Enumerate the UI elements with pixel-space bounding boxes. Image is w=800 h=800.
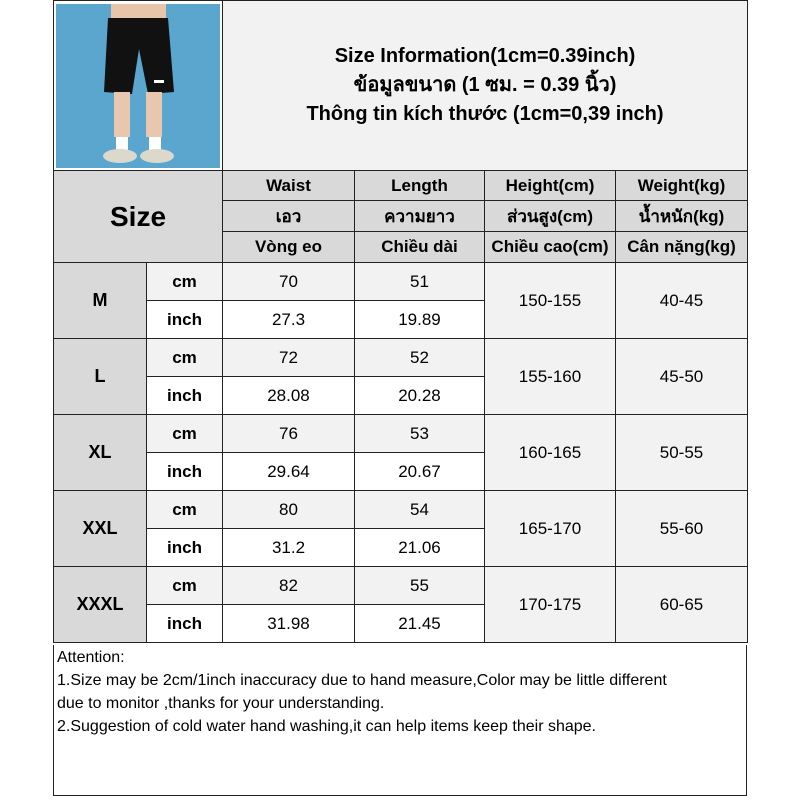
header-length: Length — [354, 170, 485, 201]
length-inch: 20.67 — [354, 452, 485, 491]
size-label: XXXL — [53, 566, 147, 643]
unit-cm: cm — [146, 338, 223, 377]
weight-range: 45-50 — [614, 338, 749, 415]
size-row-cm: XXXL cm 82 55 170-175 60-65 — [53, 566, 749, 643]
length-inch: 21.45 — [354, 604, 485, 643]
title-english: Size Information(1cm=0.39inch) — [334, 45, 636, 67]
size-row-cm: XXL cm 80 54 165-170 55-60 — [53, 490, 749, 567]
header-height-thai: ส่วนสูง(cm) — [484, 200, 616, 232]
unit-cm: cm — [146, 414, 223, 453]
waist-cm: 70 — [222, 262, 355, 301]
size-label: M — [53, 262, 147, 339]
size-row-inch: inch 31.98 21.45 — [54, 604, 748, 643]
size-row-cm: XL cm 76 53 160-165 50-55 — [53, 414, 749, 491]
waist-cm: 82 — [222, 566, 355, 605]
size-row-inch: inch 27.3 19.89 — [54, 300, 748, 339]
header-waist-vi: Vòng eo — [222, 231, 355, 263]
waist-cm: 80 — [222, 490, 355, 529]
height-range: 165-170 — [484, 490, 616, 567]
height-range: 155-160 — [484, 338, 616, 415]
size-chart-table: Size Information(1cm=0.39inch) ข้อมูลขนา… — [53, 0, 749, 643]
height-range: 170-175 — [484, 566, 616, 643]
product-photo-cell — [53, 0, 223, 171]
weight-range: 50-55 — [614, 414, 749, 491]
note-2: 2.Suggestion of cold water hand washing,… — [57, 718, 596, 735]
size-header: Size — [53, 170, 223, 263]
weight-range: 55-60 — [614, 490, 749, 567]
header-weight: Weight(kg) — [614, 170, 749, 201]
attention-notes: Attention: 1.Size may be 2cm/1inch inacc… — [53, 645, 747, 796]
waist-cm: 72 — [222, 338, 355, 377]
waist-cm: 76 — [222, 414, 355, 453]
notes-heading: Attention: — [57, 649, 125, 666]
length-cm: 52 — [354, 338, 485, 377]
header-length-vi: Chiều dài — [354, 231, 485, 263]
length-cm: 55 — [354, 566, 485, 605]
unit-inch: inch — [146, 300, 223, 339]
header-waist: Waist — [222, 170, 355, 201]
waist-inch: 27.3 — [222, 300, 355, 339]
header-height: Height(cm) — [484, 170, 616, 201]
header-waist-thai: เอว — [222, 200, 355, 232]
waist-inch: 28.08 — [222, 376, 355, 415]
length-inch: 21.06 — [354, 528, 485, 567]
header-height-vi: Chiều cao(cm) — [484, 231, 616, 263]
unit-cm: cm — [146, 262, 223, 301]
title-thai: ข้อมูลขนาด (1 ซม. = 0.39 นิ้ว) — [353, 74, 617, 96]
height-range: 160-165 — [484, 414, 616, 491]
header-length-thai: ความยาว — [354, 200, 485, 232]
height-range: 150-155 — [484, 262, 616, 339]
length-cm: 54 — [354, 490, 485, 529]
length-cm: 51 — [354, 262, 485, 301]
size-label: XL — [53, 414, 147, 491]
waist-inch: 29.64 — [222, 452, 355, 491]
waist-inch: 31.98 — [222, 604, 355, 643]
unit-cm: cm — [146, 566, 223, 605]
unit-inch: inch — [146, 604, 223, 643]
size-row-inch: inch 29.64 20.67 — [54, 452, 748, 491]
unit-inch: inch — [146, 452, 223, 491]
length-inch: 20.28 — [354, 376, 485, 415]
title-vietnamese: Thông tin kích thước (1cm=0,39 inch) — [306, 103, 664, 125]
product-photo — [56, 3, 220, 168]
weight-range: 60-65 — [614, 566, 749, 643]
length-cm: 53 — [354, 414, 485, 453]
unit-cm: cm — [146, 490, 223, 529]
size-label: L — [53, 338, 147, 415]
unit-inch: inch — [146, 528, 223, 567]
waist-inch: 31.2 — [222, 528, 355, 567]
weight-range: 40-45 — [614, 262, 749, 339]
size-row-inch: inch 31.2 21.06 — [54, 528, 748, 567]
header-weight-vi: Cân nặng(kg) — [614, 231, 749, 263]
length-inch: 19.89 — [354, 300, 485, 339]
size-row-inch: inch 28.08 20.28 — [54, 376, 748, 415]
unit-inch: inch — [146, 376, 223, 415]
note-1-cont: due to monitor ,thanks for your understa… — [57, 695, 385, 712]
size-label: XXL — [53, 490, 147, 567]
size-info-title: Size Information(1cm=0.39inch) ข้อมูลขนา… — [221, 0, 749, 171]
header-weight-thai: น้ำหนัก(kg) — [614, 200, 749, 232]
note-1: 1.Size may be 2cm/1inch inaccuracy due t… — [57, 672, 667, 689]
